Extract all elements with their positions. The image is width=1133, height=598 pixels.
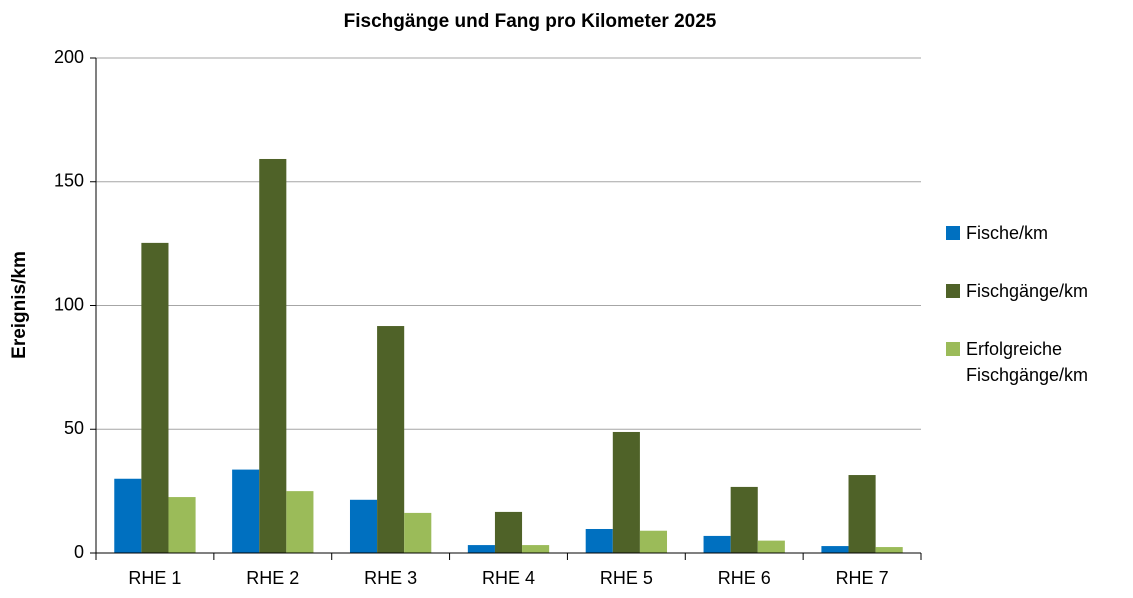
legend-item: Erfolgreiche Fischgänge/km	[946, 336, 1126, 388]
bar	[141, 242, 169, 553]
legend-label: Fische/km	[966, 223, 1049, 243]
legend-swatch	[946, 342, 960, 356]
bar	[848, 475, 876, 553]
bar	[259, 158, 287, 554]
legend: Fische/km Fischgänge/km Erfolgreiche Fisch…	[946, 220, 1126, 420]
bar	[232, 469, 260, 553]
legend-swatch	[946, 284, 960, 298]
bar	[494, 511, 523, 553]
bar	[639, 530, 668, 553]
y-tick-label: 150	[54, 171, 84, 191]
legend-swatch	[946, 226, 960, 240]
bar	[168, 497, 196, 553]
bar	[522, 545, 550, 553]
legend-label: Erfolgreiche Fischgänge/km	[966, 339, 1089, 385]
bar	[703, 535, 731, 553]
bar	[286, 491, 314, 553]
bar	[404, 512, 432, 553]
bar	[612, 431, 640, 553]
bar	[585, 528, 613, 553]
x-tick-label: RHE 3	[364, 568, 417, 588]
legend-item: Fische/km	[946, 220, 1126, 246]
y-tick-label: 0	[74, 542, 84, 562]
x-tick-label: RHE 2	[246, 568, 299, 588]
bar	[349, 499, 378, 553]
y-axis-label: Ereignis/km	[9, 251, 30, 359]
x-tick-label: RHE 6	[718, 568, 771, 588]
x-tick-label: RHE 4	[482, 568, 535, 588]
chart-title: Fischgänge und Fang pro Kilometer 2025	[344, 11, 717, 32]
x-tick-label: RHE 5	[600, 568, 653, 588]
y-tick-label: 200	[54, 47, 84, 67]
bar	[377, 326, 405, 553]
bar	[114, 478, 142, 553]
x-tick-label: RHE 7	[836, 568, 889, 588]
bar	[757, 540, 785, 553]
bar	[730, 486, 758, 553]
legend-item: Fischgänge/km	[946, 278, 1126, 304]
y-tick-label: 50	[64, 418, 84, 438]
bar	[467, 545, 495, 553]
y-tick-label: 100	[54, 294, 84, 314]
legend-label: Fischgänge/km	[966, 281, 1089, 301]
x-tick-label: RHE 1	[128, 568, 181, 588]
bar	[875, 547, 903, 553]
bar	[821, 546, 849, 553]
